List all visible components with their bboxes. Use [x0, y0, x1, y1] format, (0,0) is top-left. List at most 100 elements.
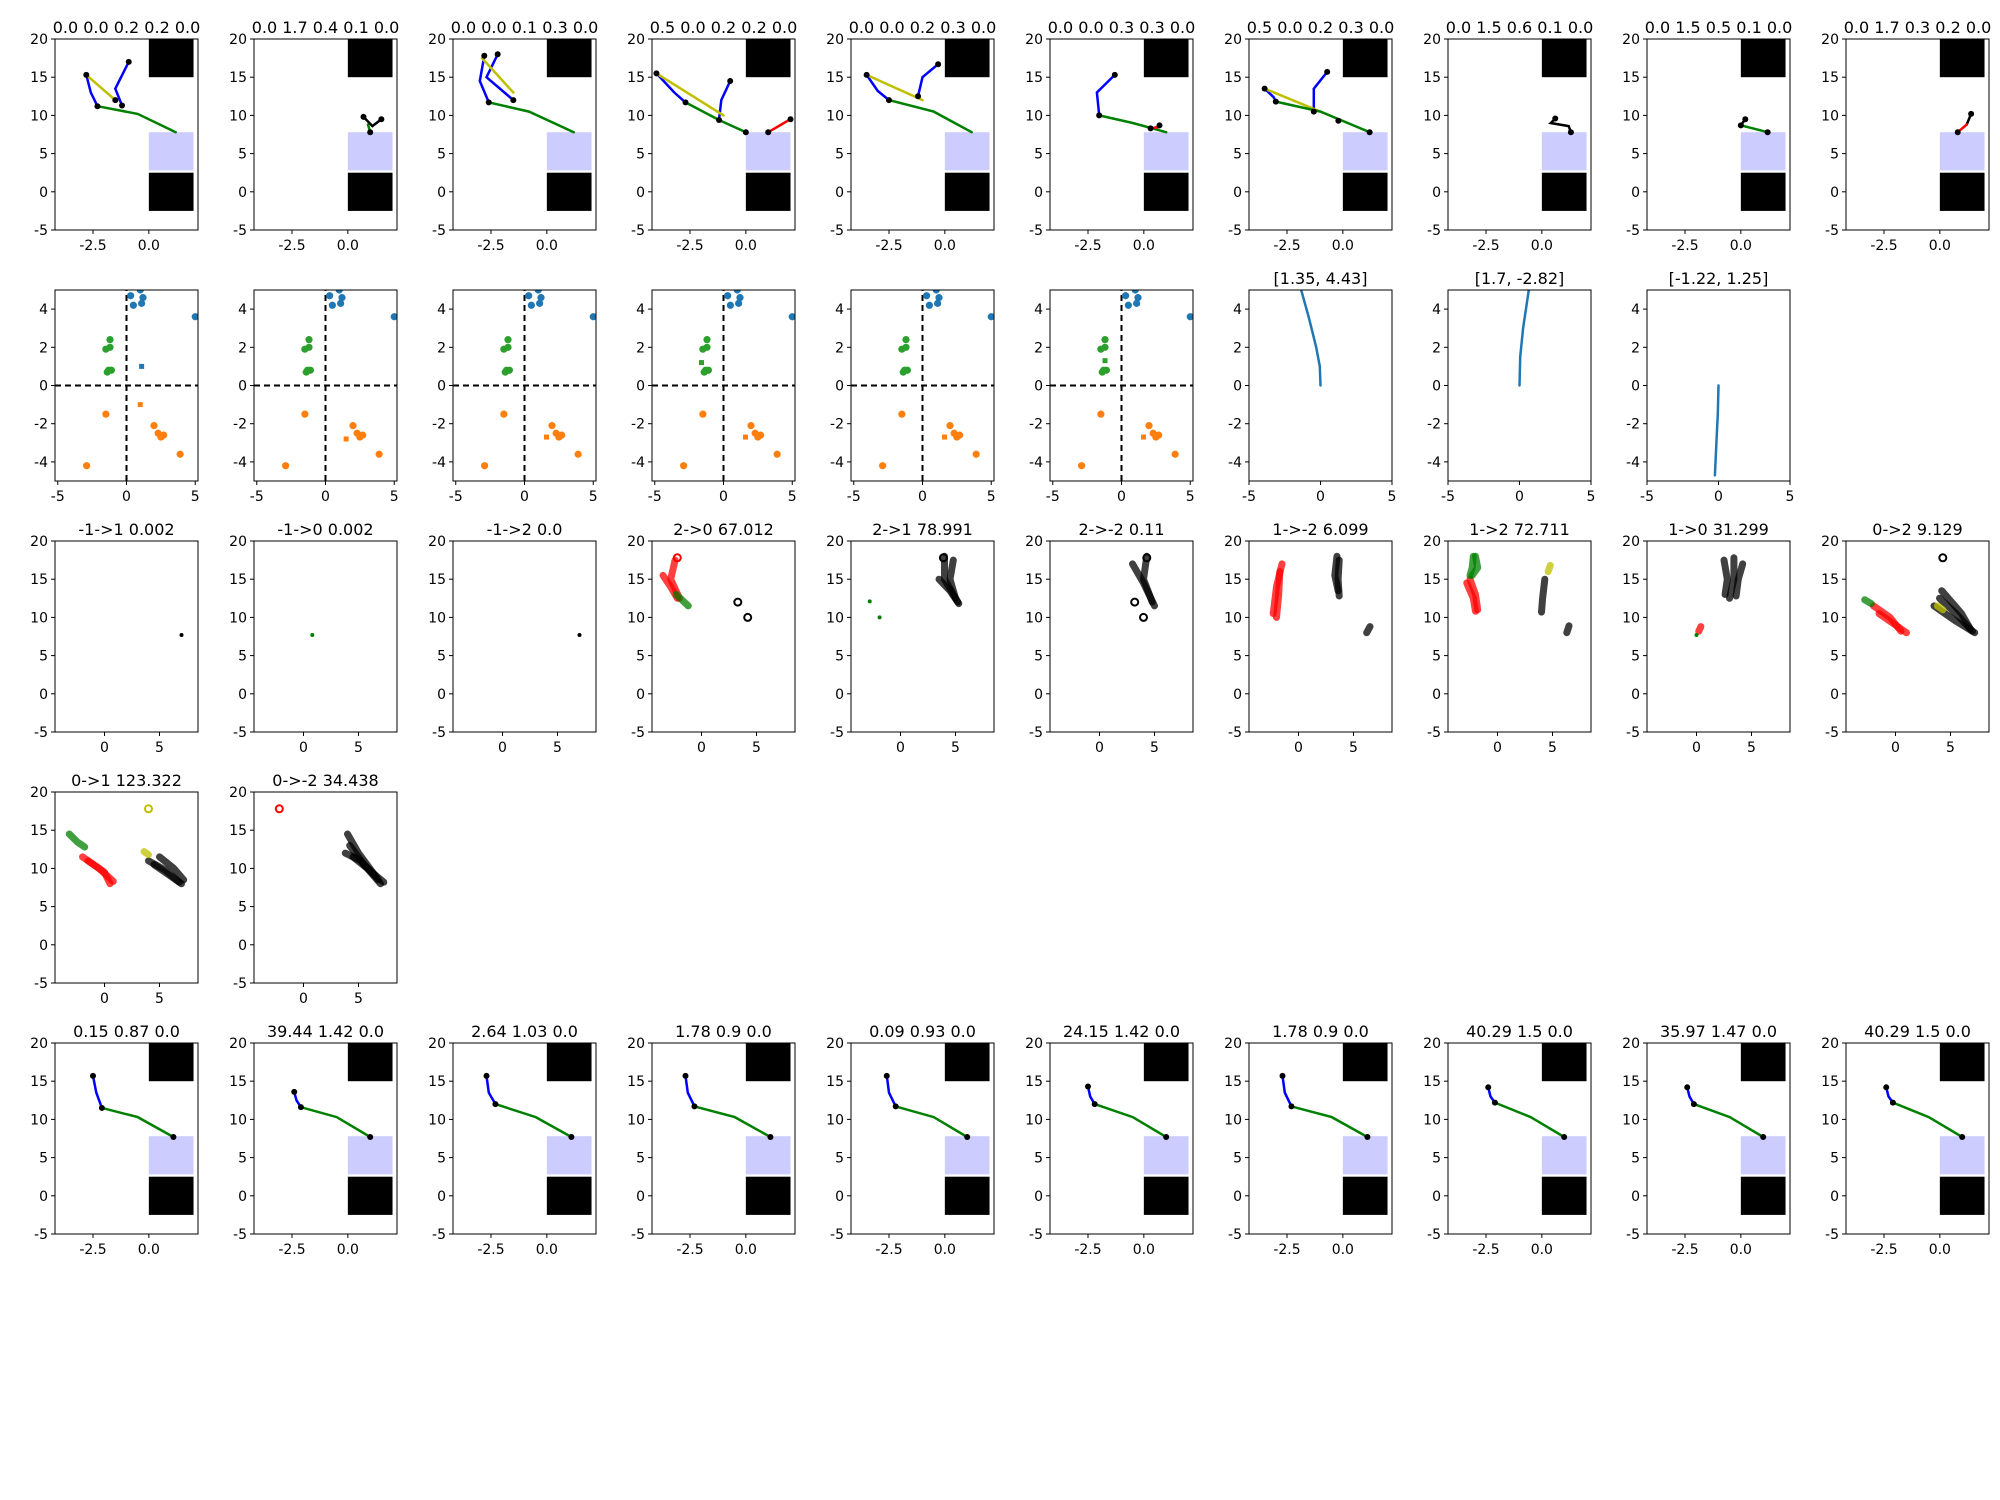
series-line-1	[916, 62, 940, 98]
scatter-point-orange-0	[898, 410, 906, 418]
obstacle-bottom	[1939, 1176, 1985, 1215]
joint-point-0	[653, 70, 660, 77]
y-tick-label: 0	[1631, 185, 1640, 201]
joint-point-0	[1968, 110, 1975, 117]
scatter-point-blue-4	[127, 292, 135, 300]
y-tick-label: 0	[437, 1189, 446, 1205]
y-tick-label: 0	[39, 687, 48, 703]
y-tick-label: 10	[428, 1112, 446, 1128]
plot-frame	[1248, 540, 1393, 733]
x-tick-label: -5	[250, 489, 264, 505]
series-line-0	[684, 1074, 696, 1108]
y-tick-label: 10	[30, 1112, 48, 1128]
joint-point-5	[765, 129, 772, 136]
panel-title: 1.78 0.9 0.0	[675, 1022, 772, 1041]
scatter-point-orange-4	[558, 431, 566, 439]
x-tick-label: -2.5	[79, 238, 106, 254]
y-tick-label: 5	[1830, 649, 1839, 665]
scatter-point-blue-3	[138, 299, 146, 307]
x-tick-label: 0	[697, 740, 706, 756]
series-line-0	[1548, 117, 1573, 134]
y-tick-label: 20	[1821, 32, 1839, 48]
joint-point-3	[727, 78, 734, 85]
plot-frame	[253, 791, 398, 984]
obstacle-bottom	[745, 172, 791, 211]
y-tick-label: 5	[1631, 147, 1640, 163]
y-tick-label: 5	[437, 1151, 446, 1167]
y-tick-label: 20	[1224, 1036, 1242, 1052]
panel-r1c7: 0.5 0.0 0.2 0.3 0.0 20 15 10 5 0 -5 -2.5 0.0	[1224, 18, 1394, 254]
panel-title: 1->0 31.299	[1668, 520, 1769, 539]
y-tick-label: -5	[432, 223, 446, 239]
y-tick-label: -5	[233, 223, 247, 239]
panel-r5c2: 39.44 1.42 0.0 20 15 10 5 0 -5 -2.5 0.0	[229, 1022, 398, 1258]
obstacle-bottom	[546, 172, 592, 211]
x-tick-label: -2.5	[676, 1242, 703, 1258]
joint-point-0	[1261, 85, 1268, 92]
panel-r3c7: 1->-2 6.099 20 15 10 5 0 -5 0 5	[1224, 520, 1393, 756]
x-tick-label: -2.5	[278, 238, 305, 254]
y-tick-label: 10	[30, 108, 48, 124]
x-tick-label: 0	[1692, 740, 1701, 756]
x-tick-label: 5	[354, 740, 363, 756]
y-tick-label: 5	[1432, 147, 1441, 163]
joint-point-2	[568, 1133, 575, 1140]
y-tick-label: 15	[627, 1074, 645, 1090]
series-line-0	[362, 115, 383, 128]
x-tick-label: -5	[51, 489, 65, 505]
x-tick-label: 0.0	[735, 1242, 757, 1258]
y-tick-label: 4	[437, 302, 446, 318]
y-tick-label: 20	[826, 534, 844, 550]
obstacle-bottom	[1342, 1176, 1388, 1215]
trajectory-stroke-1	[1463, 579, 1479, 615]
y-tick-label: 15	[30, 572, 48, 588]
y-tick-label: 0	[1830, 185, 1839, 201]
panel-title: 35.97 1.47 0.0	[1660, 1022, 1777, 1041]
y-tick-label: 20	[1423, 1036, 1441, 1052]
y-tick-label: 20	[1224, 534, 1242, 550]
plot-frame	[1248, 38, 1393, 231]
y-tick-label: 10	[229, 610, 247, 626]
goal-region	[347, 1136, 393, 1175]
obstacle-top	[944, 1043, 990, 1082]
plot-frame	[452, 38, 597, 231]
y-tick-label: 20	[1025, 1036, 1043, 1052]
y-tick-label: 15	[1821, 70, 1839, 86]
x-tick-label: 5	[1587, 489, 1596, 505]
y-tick-label: 15	[627, 572, 645, 588]
x-tick-label: 0.0	[337, 238, 359, 254]
trajectory-stroke-1	[1875, 610, 1910, 637]
panel-title: 2.64 1.03 0.0	[471, 1022, 578, 1041]
x-tick-label: -2.5	[1870, 1242, 1897, 1258]
joint-point-1	[1272, 98, 1279, 105]
goal-region	[745, 132, 791, 171]
x-tick-label: 5	[987, 489, 996, 505]
y-tick-label: -5	[34, 725, 48, 741]
trajectory-stroke-4	[150, 861, 185, 888]
x-tick-label: 0	[498, 740, 507, 756]
y-tick-label: 10	[30, 610, 48, 626]
scatter-point-orange-1	[1145, 422, 1153, 430]
joint-point-1	[1096, 112, 1103, 119]
y-tick-label: 0	[1034, 1189, 1043, 1205]
y-tick-label: 10	[627, 610, 645, 626]
series-line-4	[766, 117, 792, 134]
y-tick-label: 5	[636, 1151, 645, 1167]
scatter-point-blue-3	[1133, 299, 1141, 307]
y-tick-label: -5	[34, 976, 48, 992]
y-tick-label: 15	[627, 70, 645, 86]
trajectory-stroke-5	[1544, 561, 1554, 576]
y-tick-label: 0	[1034, 687, 1043, 703]
scatter-point-blue-0	[932, 290, 940, 294]
scatter-point-orange-6	[680, 462, 688, 470]
x-tick-label: 0	[299, 740, 308, 756]
scatter-point-blue-2	[527, 301, 535, 309]
scatter-point-orange-5	[972, 450, 980, 458]
y-tick-label: 5	[1631, 649, 1640, 665]
panel-r2c9: [-1.22, 1.25] 4 2 0 -2 -4 -5 0 5	[1626, 269, 1794, 505]
scatter-point-blue-0	[534, 290, 542, 294]
dot-point-0	[310, 632, 315, 637]
x-tick-label: 0	[1294, 740, 1303, 756]
panel-r3c8: 1->2 72.711 20 15 10 5 0 -5 0 5	[1423, 520, 1592, 756]
scatter-point-blue-1	[139, 294, 147, 302]
